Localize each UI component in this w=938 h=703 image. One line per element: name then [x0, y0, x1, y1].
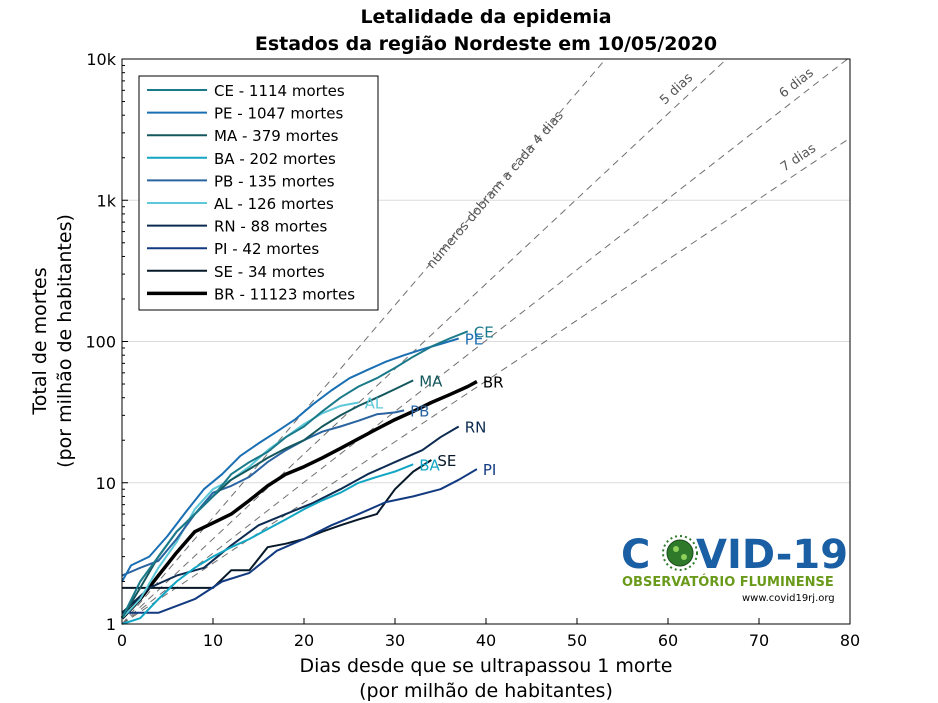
x-axis-ticks: 0 10 20 30 40 50 60 70 80 — [117, 618, 860, 650]
virus-icon — [662, 535, 698, 571]
legend-entry-pb: PB - 135 mortes — [214, 172, 335, 190]
y-axis-ticks: 1 10 100 1k 10k — [85, 50, 128, 634]
y-tick-label: 100 — [85, 333, 116, 352]
end-label-ma: MA — [419, 372, 443, 390]
logo-title-c: C — [621, 532, 650, 578]
y-tick-label: 1k — [97, 191, 117, 210]
y-tick-label: 10 — [96, 474, 116, 493]
series-line-pi — [122, 468, 478, 614]
x-tick-label: 50 — [567, 631, 587, 650]
guide-label: 6 dias — [777, 65, 817, 101]
guide-label: 5 dias — [657, 70, 696, 108]
guide-label: 7 dias — [778, 141, 819, 175]
end-label-pi: PI — [483, 461, 496, 479]
legend-entry-br: BR - 11123 mortes — [214, 285, 355, 303]
y-tick-label: 1 — [106, 615, 116, 634]
y-axis-sublabel: (por milhão de habitantes) — [54, 214, 76, 468]
end-label-se: SE — [437, 452, 456, 470]
logo-url: www.covid19rj.org — [742, 593, 835, 604]
legend-entry-se: SE - 34 mortes — [214, 263, 325, 281]
series-line-br — [120, 380, 478, 620]
x-tick-label: 70 — [749, 631, 769, 650]
series-line-pe — [121, 337, 459, 582]
logo-subtitle: OBSERVATÓRIO FLUMINENSE — [622, 574, 834, 590]
series-line-ba — [121, 463, 414, 625]
series-line-al — [121, 401, 359, 619]
guide-label: números dobram a cada 4 dias — [424, 108, 567, 272]
x-tick-label: 30 — [385, 631, 405, 650]
end-label-pe: PE — [465, 331, 484, 349]
chart-title: Letalidade da epidemia — [360, 6, 611, 28]
covid19-observatorio-logo: C VID-19 OBSERVATÓRIO FLUMINENSE www.cov… — [621, 532, 848, 604]
series-lines — [120, 330, 478, 625]
y-tick-label: 10k — [86, 50, 116, 69]
series-line-pb — [121, 409, 405, 577]
x-tick-label: 60 — [658, 631, 678, 650]
guide-line-6-dias — [121, 58, 848, 625]
legend-entry-ba: BA - 202 mortes — [214, 150, 336, 168]
end-label-ce: CE — [474, 323, 494, 341]
guide-line-5-dias — [121, 58, 727, 625]
x-tick-label: 40 — [476, 631, 496, 650]
end-label-br: BR — [483, 374, 504, 392]
legend-entry-al: AL - 126 mortes — [214, 195, 334, 213]
logo-title-rest: VID-19 — [696, 532, 848, 578]
series-line-ce — [121, 330, 469, 619]
end-label-ba: BA — [419, 456, 440, 474]
legend-entry-pi: PI - 42 mortes — [214, 240, 319, 258]
guide-line-7-dias — [121, 137, 851, 625]
x-tick-label: 10 — [203, 631, 223, 650]
legend: CE - 1114 mortes PE - 1047 mortes MA - 379… — [138, 75, 379, 311]
x-tick-label: 0 — [117, 631, 127, 650]
x-tick-label: 20 — [294, 631, 314, 650]
y-axis-label: Total de mortes — [29, 267, 51, 415]
chart-subtitle: Estados da região Nordeste em 10/05/2020 — [255, 33, 717, 55]
x-tick-label: 80 — [840, 631, 860, 650]
legend-entry-ma: MA - 379 mortes — [214, 127, 339, 145]
legend-entry-ce: CE - 1114 mortes — [214, 82, 345, 100]
legend-entry-rn: RN - 88 mortes — [214, 218, 328, 236]
end-label-pb: PB — [410, 402, 429, 420]
end-label-rn: RN — [465, 419, 487, 437]
end-label-al: AL — [365, 394, 384, 412]
x-axis-label: Dias desde que se ultrapassou 1 morte — [299, 655, 672, 677]
x-axis-sublabel: (por milhão de habitantes) — [359, 680, 613, 702]
series-line-rn — [121, 425, 460, 614]
legend-entry-pe: PE - 1047 mortes — [214, 105, 343, 123]
